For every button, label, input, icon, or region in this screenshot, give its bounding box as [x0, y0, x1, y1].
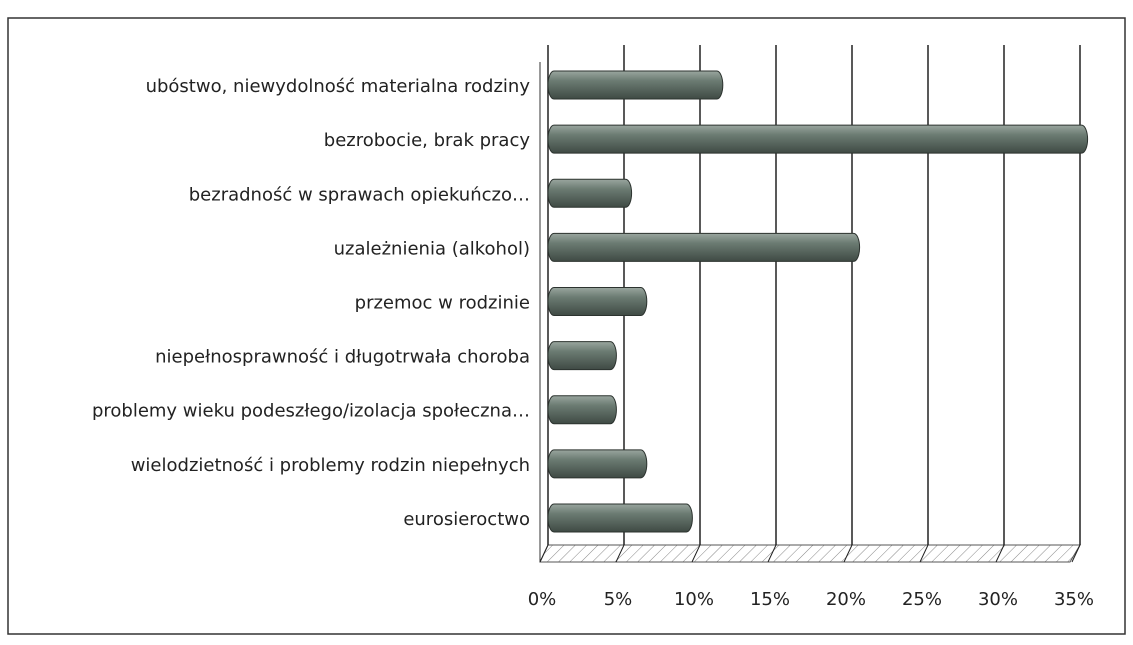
bar: [547, 178, 633, 208]
grid-line-depth: [691, 544, 701, 563]
bar: [547, 341, 617, 371]
grid-line-depth: [843, 544, 853, 563]
y-tick-label: ubóstwo, niewydolność materialna rodziny: [146, 76, 531, 97]
y-tick-label: bezradność w sprawach opiekuńczo…: [189, 184, 530, 205]
x-tick-label: 25%: [902, 589, 942, 610]
x-tick-label: 30%: [978, 589, 1018, 610]
x-tick-label: 10%: [674, 589, 714, 610]
bar: [547, 70, 724, 100]
y-tick-label: eurosieroctwo: [403, 509, 530, 530]
y-tick-label: problemy wieku podeszłego/izolacja społe…: [92, 401, 530, 422]
y-tick-label: bezrobocie, brak pracy: [324, 130, 531, 151]
grid-line-depth: [1071, 544, 1081, 563]
y-tick-label: uzależnienia (alkohol): [334, 238, 530, 259]
grid-line-depth: [995, 544, 1005, 563]
frame: [7, 17, 1126, 635]
grid-line-depth: [615, 544, 625, 563]
bar: [547, 395, 617, 425]
y-tick-label: niepełnosprawność i długotrwała choroba: [155, 347, 530, 368]
x-tick-label: 35%: [1054, 589, 1094, 610]
bar: [547, 124, 1089, 154]
grid-line-depth: [919, 544, 929, 563]
floor: [539, 544, 1081, 563]
bar: [547, 503, 693, 533]
bar: [547, 287, 648, 316]
grid-line-depth: [767, 544, 777, 563]
x-tick-label: 15%: [750, 589, 790, 610]
grid-line-depth: [539, 544, 549, 563]
bar: [547, 449, 648, 479]
bar: [547, 232, 861, 262]
y-tick-label: wielodzietność i problemy rodzin niepełn…: [131, 455, 530, 476]
x-tick-label: 20%: [826, 589, 866, 610]
x-tick-label: 0%: [528, 589, 557, 610]
x-tick-label: 5%: [604, 589, 633, 610]
y-tick-label: przemoc w rodzinie: [355, 293, 530, 314]
